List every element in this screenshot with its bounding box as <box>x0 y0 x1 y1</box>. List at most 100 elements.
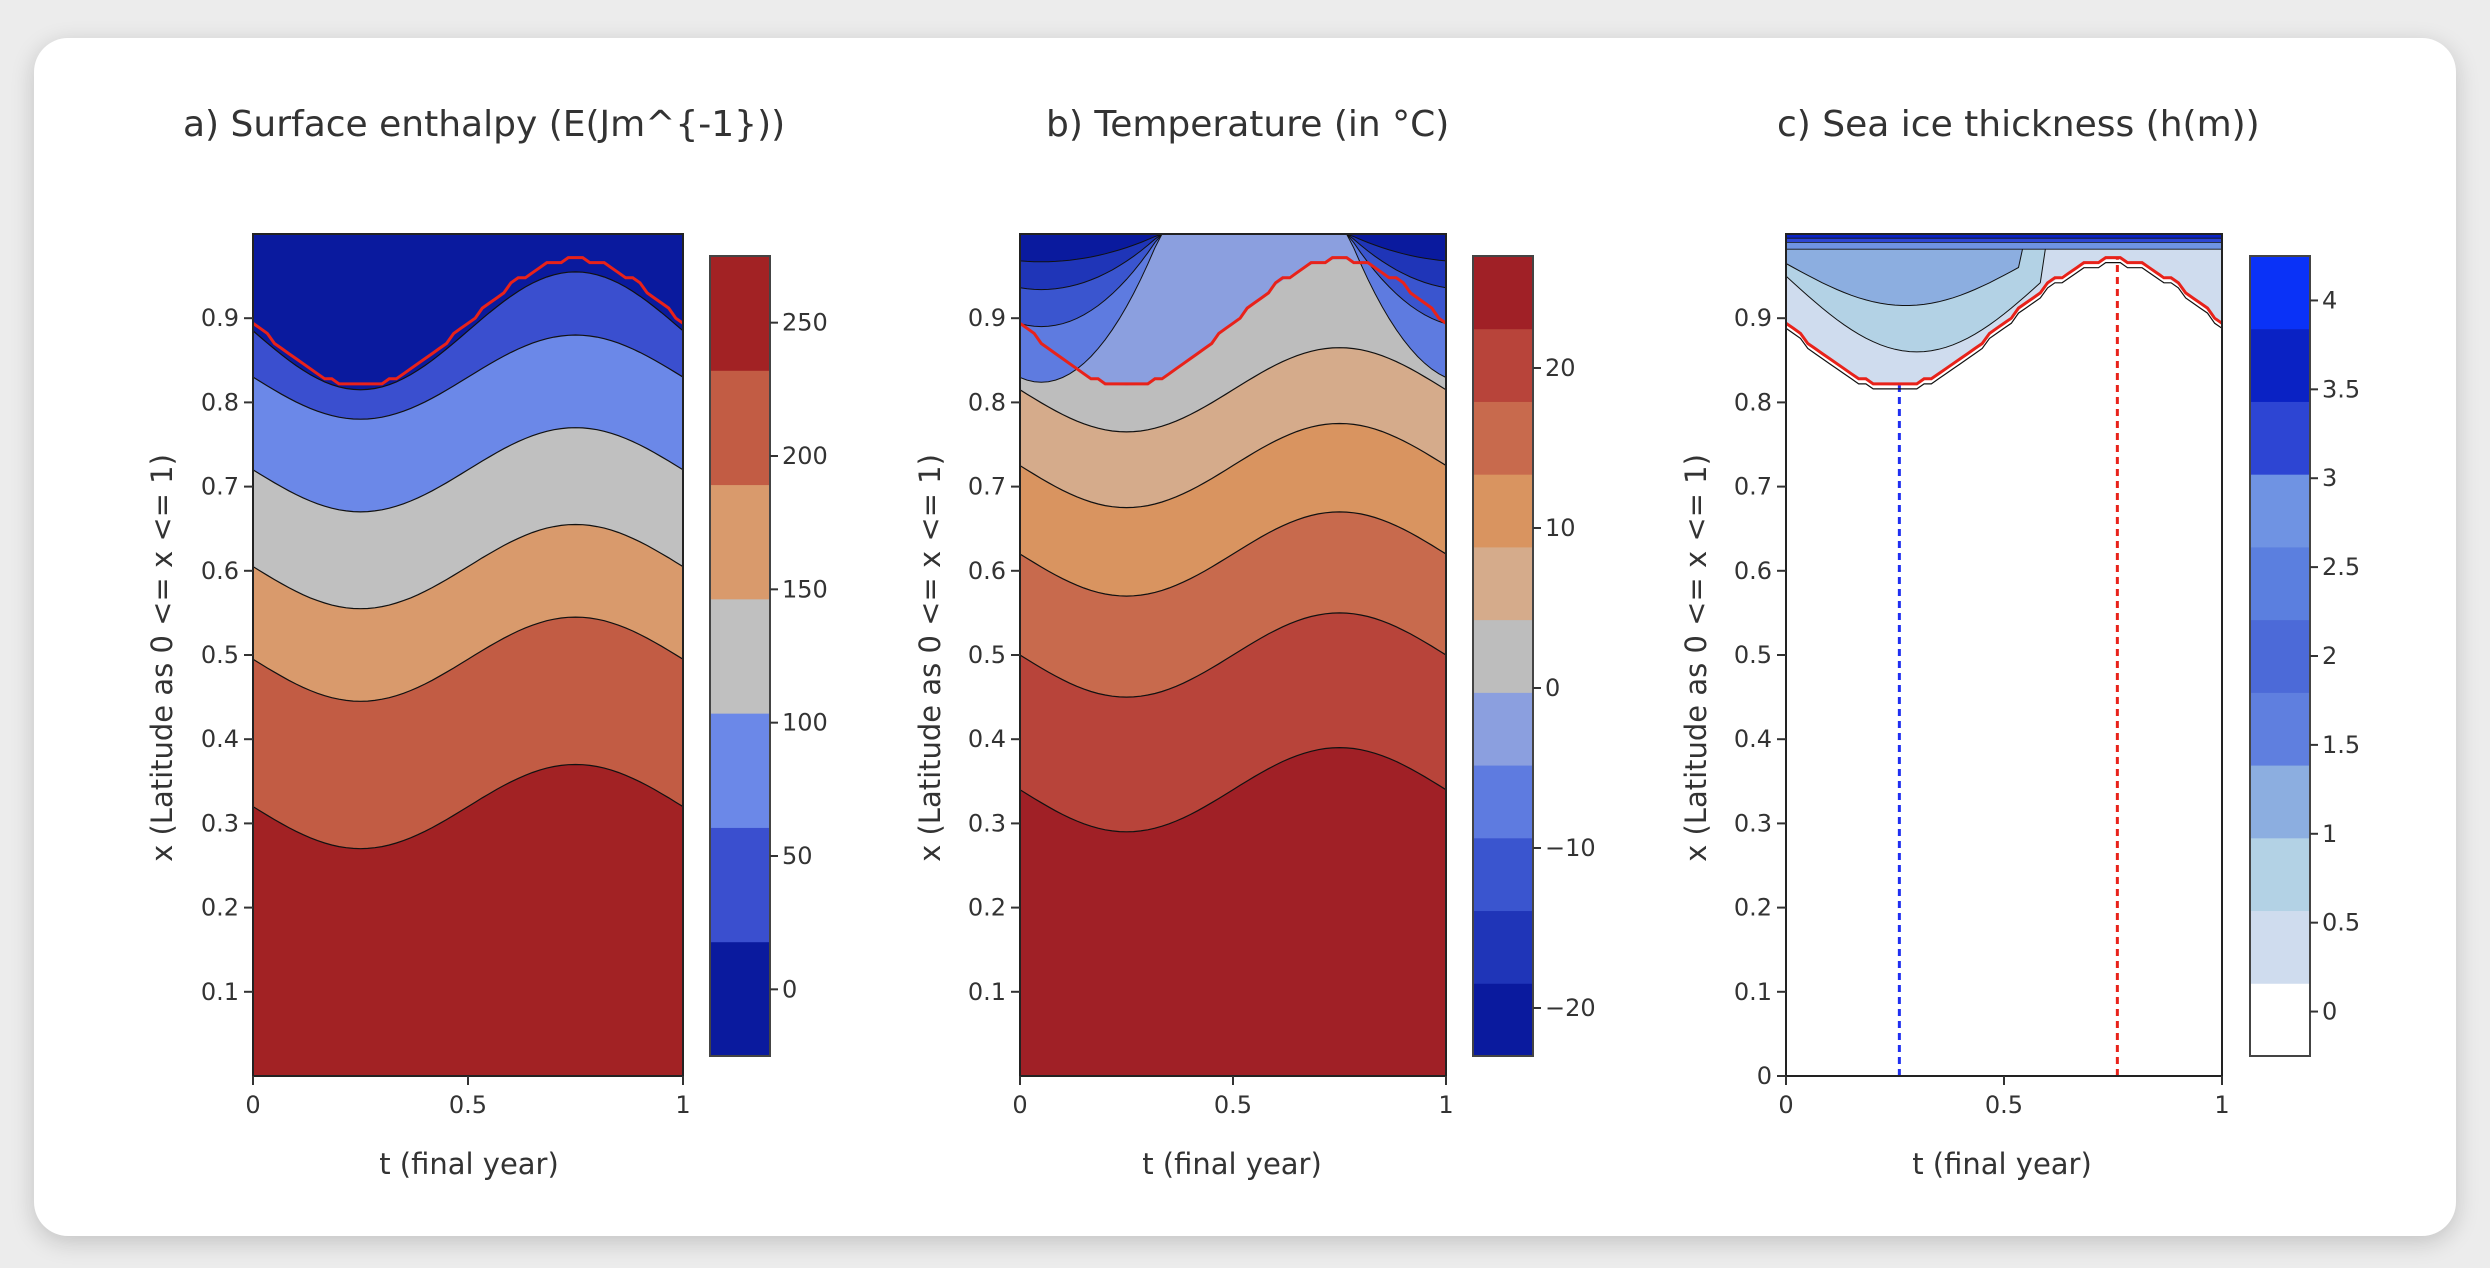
y-tick-label: 0.1 <box>201 978 239 1006</box>
colorbar: 0 50 100 150 200 250 <box>709 255 828 1057</box>
x-tick-label: 0 <box>1012 1091 1027 1119</box>
x-tick-label: 1 <box>675 1091 690 1119</box>
contour-line-2 <box>253 523 683 610</box>
y-tick-label: 0.8 <box>1734 388 1772 416</box>
y-tick-label: 0.6 <box>1734 557 1772 585</box>
y-tick-label: 0.4 <box>968 725 1006 753</box>
colorbar-tick-label: 50 <box>782 842 813 870</box>
y-axis-label: x (Latitude as 0 <= x <= 1) <box>145 454 179 862</box>
y-tick-label: 0.4 <box>1734 725 1772 753</box>
ice-edge-line <box>1020 256 1446 386</box>
x-tick-label: 0.5 <box>449 1091 487 1119</box>
colorbar-swatch <box>2250 692 2310 766</box>
contour-line-0 <box>253 763 683 850</box>
band-cold-3 <box>1020 234 1446 263</box>
colorbar-swatch <box>1473 256 1533 330</box>
contour-line-1 <box>1020 612 1446 698</box>
y-tick-label: 0.7 <box>201 473 239 501</box>
contour-line-5 <box>253 271 683 391</box>
y-tick-label: 0.3 <box>1734 809 1772 837</box>
colorbar-swatch <box>710 827 770 943</box>
colorbar-swatch <box>710 256 770 371</box>
y-tick-label: 0.8 <box>201 388 239 416</box>
y-tick-label: 0.9 <box>968 304 1006 332</box>
colorbar-tick-label: 3.5 <box>2322 375 2360 403</box>
contour-line-3 <box>253 427 683 513</box>
panel-3: c) Sea ice thickness (h(m)) 0 0.5 1 0 0.1 0.2 0… <box>1679 104 2360 1181</box>
figure-canvas: a) Surface enthalpy (E(Jm^{-1})) 0 0.5 1 0.1… <box>145 104 2360 1181</box>
contour-line-1 <box>253 616 683 702</box>
contour-line-3 <box>1020 422 1446 509</box>
y-tick-label: 0.5 <box>1734 641 1772 669</box>
y-tick-label: 0.6 <box>968 557 1006 585</box>
contour-field <box>1020 234 1446 1076</box>
colorbar-tick-label: 20 <box>1545 354 1576 382</box>
panel-2: b) Temperature (in °C) 0 0.5 1 0.1 0.2 0.3 0.4 0… <box>913 104 1596 1181</box>
band-top-2 <box>1786 234 2222 239</box>
contour-line-edge <box>1786 262 2222 390</box>
x-axis-label: t (final year) <box>1912 1147 2092 1181</box>
colorbar-swatch <box>1473 765 1533 839</box>
colorbar-swatch <box>1473 546 1533 621</box>
y-tick-label: 0.2 <box>1734 894 1772 922</box>
colorbar-tick-label: −10 <box>1545 834 1596 862</box>
colorbar-swatch <box>1473 328 1533 402</box>
panel-title: b) Temperature (in °C) <box>1046 104 1449 145</box>
y-tick-label: 0.4 <box>201 725 239 753</box>
x-tick-label: 1 <box>1438 1091 1453 1119</box>
colorbar-tick-label: 10 <box>1545 514 1576 542</box>
colorbar-swatch <box>2250 983 2310 1057</box>
panel-title: a) Surface enthalpy (E(Jm^{-1})) <box>183 104 785 145</box>
colorbar: −20 −10 0 10 20 <box>1472 255 1596 1057</box>
band-ice-thick <box>1786 234 2222 306</box>
colorbar-swatch <box>1473 910 1533 984</box>
colorbar-tick-label: 1.5 <box>2322 731 2360 759</box>
colorbar: 0 0.5 1 1.5 2 2.5 3 3.5 4 <box>2249 255 2360 1057</box>
contour-line-0 <box>1020 746 1446 833</box>
colorbar-swatch <box>1473 474 1533 548</box>
colorbar-swatch <box>1473 983 1533 1057</box>
contour-field <box>253 234 683 1076</box>
y-tick-label: 0.8 <box>968 388 1006 416</box>
ice-edge-line <box>253 256 683 386</box>
colorbar-tick-label: 200 <box>782 442 828 470</box>
colorbar-swatch <box>710 370 770 486</box>
colorbar-tick-label: 0 <box>2322 998 2337 1026</box>
colorbar-swatch <box>1473 619 1533 693</box>
colorbar-tick-label: 4 <box>2322 286 2337 314</box>
ice-edge-line <box>1786 256 2222 386</box>
colorbar-tick-label: 1 <box>2322 820 2337 848</box>
y-tick-label: 0.2 <box>968 894 1006 922</box>
y-tick-label: 0.3 <box>201 809 239 837</box>
colorbar-swatch <box>710 598 770 714</box>
colorbar-tick-label: 0 <box>1545 674 1560 702</box>
colorbar-tick-label: 0 <box>782 975 797 1003</box>
x-tick-label: 1 <box>2214 1091 2229 1119</box>
contour-line-2 <box>1020 511 1446 597</box>
colorbar-swatch <box>2250 328 2310 402</box>
colorbar-swatch <box>1473 401 1533 475</box>
colorbar-tick-label: 2.5 <box>2322 553 2360 581</box>
y-tick-label: 0.5 <box>968 641 1006 669</box>
y-tick-label: 0 <box>1757 1062 1772 1090</box>
colorbar-swatch <box>2250 910 2310 984</box>
y-tick-label: 0.9 <box>1734 304 1772 332</box>
contour-line-4 <box>253 334 683 420</box>
colorbar-swatch <box>710 484 770 600</box>
colorbar-swatch <box>2250 765 2310 839</box>
colorbar-swatch <box>2250 256 2310 330</box>
colorbar-tick-label: 2 <box>2322 642 2337 670</box>
y-axis-label: x (Latitude as 0 <= x <= 1) <box>913 454 947 862</box>
y-tick-label: 0.1 <box>1734 978 1772 1006</box>
colorbar-swatch <box>2250 619 2310 693</box>
panel-title: c) Sea ice thickness (h(m)) <box>1777 104 2260 145</box>
y-tick-label: 0.6 <box>201 557 239 585</box>
colorbar-swatch <box>1473 837 1533 912</box>
band-ice <box>253 234 683 386</box>
x-tick-label: 0.5 <box>1214 1091 1252 1119</box>
colorbar-swatch <box>710 713 770 828</box>
colorbar-frame <box>1472 255 1534 1057</box>
x-tick-label: 0 <box>1778 1091 1793 1119</box>
colorbar-swatch <box>1473 692 1533 766</box>
y-tick-label: 0.3 <box>968 809 1006 837</box>
